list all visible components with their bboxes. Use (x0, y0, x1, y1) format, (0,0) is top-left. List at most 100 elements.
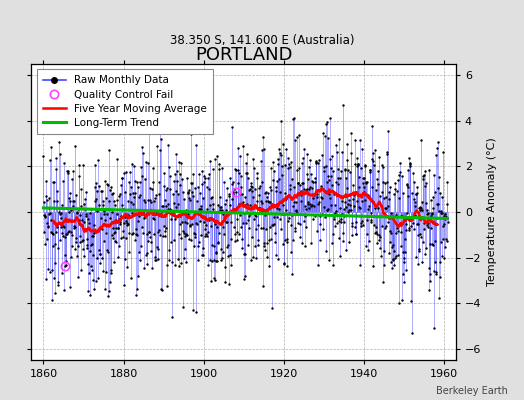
Point (250, 164, 258, 171)
Point (192, 308, 200, 315)
Point (46, 269, 54, 275)
Point (230, 186, 238, 192)
Point (110, 259, 118, 265)
Point (310, 191, 318, 198)
Point (417, 137, 425, 144)
Point (51, 290, 59, 296)
Point (205, 217, 213, 223)
Point (135, 257, 144, 264)
Point (136, 178, 144, 185)
Point (389, 256, 397, 262)
Point (442, 200, 451, 207)
Point (229, 179, 237, 186)
Point (206, 158, 214, 164)
Point (350, 190, 358, 197)
Point (111, 229, 119, 235)
Point (79, 161, 88, 168)
Point (318, 211, 326, 218)
Point (165, 257, 173, 263)
Point (285, 161, 293, 168)
Point (40, 212, 48, 218)
Point (210, 243, 218, 249)
Point (241, 251, 249, 258)
Point (133, 286, 141, 292)
Point (207, 222, 215, 229)
Point (110, 230, 118, 236)
Point (354, 160, 363, 167)
Point (81, 226, 89, 232)
Point (62, 231, 70, 237)
Point (226, 202, 234, 208)
Point (441, 213, 450, 220)
Point (281, 237, 290, 243)
Point (67, 254, 75, 260)
Point (101, 269, 110, 276)
Point (329, 168, 337, 174)
Point (41, 276, 50, 282)
Point (196, 206, 205, 212)
Point (169, 200, 178, 206)
Point (42, 236, 51, 242)
Point (58, 230, 66, 236)
Point (211, 221, 220, 227)
Point (123, 222, 132, 228)
Point (91, 162, 100, 168)
Point (243, 170, 252, 176)
Point (407, 223, 416, 230)
Point (124, 179, 133, 186)
Point (317, 185, 325, 192)
Point (62, 262, 71, 268)
Point (234, 167, 243, 173)
Point (253, 174, 261, 181)
Point (176, 221, 184, 227)
Point (369, 158, 377, 164)
Point (378, 188, 386, 195)
Point (127, 161, 136, 167)
Point (375, 237, 384, 243)
Point (106, 279, 114, 285)
Point (208, 242, 216, 248)
Point (92, 196, 100, 202)
Point (231, 166, 239, 173)
Point (279, 141, 288, 147)
Point (422, 200, 430, 206)
Point (412, 221, 421, 227)
Point (403, 210, 412, 216)
Point (242, 220, 250, 226)
Point (264, 198, 272, 204)
Point (366, 167, 374, 173)
Point (254, 236, 262, 243)
Point (402, 221, 411, 228)
Point (333, 148, 342, 155)
Point (405, 155, 413, 162)
Point (107, 191, 116, 198)
Point (394, 177, 402, 184)
Point (372, 205, 380, 212)
Point (376, 234, 385, 241)
Point (223, 219, 231, 225)
Point (442, 236, 451, 242)
Point (321, 214, 329, 220)
Point (297, 192, 305, 198)
Point (157, 286, 166, 293)
Point (266, 198, 274, 205)
Point (214, 202, 223, 208)
Point (88, 241, 96, 248)
Point (181, 219, 190, 226)
Point (361, 162, 369, 168)
Point (312, 159, 320, 165)
Point (344, 167, 352, 173)
Point (368, 122, 376, 129)
Point (341, 167, 350, 174)
Point (357, 223, 365, 229)
Point (215, 204, 224, 210)
Point (132, 292, 140, 299)
Point (232, 206, 241, 213)
Point (361, 196, 369, 203)
Point (421, 250, 429, 257)
Point (356, 137, 365, 143)
Point (385, 188, 393, 195)
Point (373, 231, 381, 238)
Point (430, 172, 438, 179)
Point (204, 228, 212, 235)
